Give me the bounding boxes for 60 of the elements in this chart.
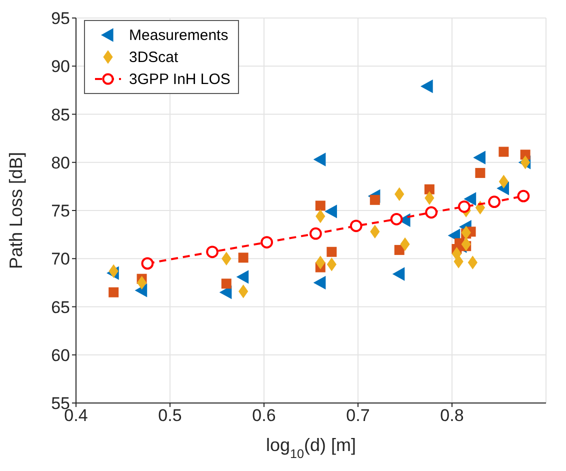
point	[424, 191, 434, 204]
y-tick-label: 70	[51, 250, 70, 269]
y-tick-label: 95	[51, 9, 70, 28]
point	[260, 236, 274, 248]
point	[458, 200, 470, 213]
point	[326, 258, 336, 271]
point	[315, 200, 326, 211]
legend-label: 3DScat	[129, 48, 178, 66]
point	[488, 196, 500, 208]
point	[392, 268, 405, 281]
point	[454, 255, 464, 268]
y-tick-label: 85	[51, 105, 70, 124]
point	[424, 184, 434, 194]
point	[314, 152, 326, 166]
point	[236, 270, 249, 284]
point	[468, 256, 478, 269]
point	[141, 257, 154, 270]
point	[394, 244, 404, 255]
y-tick-label: 60	[51, 346, 70, 365]
point	[135, 284, 148, 297]
point	[421, 80, 433, 93]
point	[325, 204, 337, 218]
x-tick-label: 0.5	[158, 406, 182, 426]
point	[108, 287, 119, 298]
point	[238, 252, 248, 263]
legend-label: Measurements	[129, 26, 228, 44]
point	[394, 188, 404, 201]
y-tick-label: 80	[51, 153, 70, 172]
point	[400, 238, 410, 251]
x-tick-label: 0.8	[440, 406, 464, 426]
point	[370, 225, 380, 238]
x-axis-title: log$_{10}$(d) [m]	[266, 435, 356, 461]
y-axis-title: Path Loss [dB]	[6, 152, 26, 270]
point	[206, 246, 218, 258]
x-tick-label: 0.7	[346, 406, 370, 426]
point	[425, 206, 438, 219]
y-tick-label: 90	[51, 57, 70, 76]
point	[316, 256, 326, 269]
legend-label: 3GPP InH LOS	[129, 70, 230, 88]
point	[474, 151, 486, 164]
point	[221, 278, 232, 289]
point	[461, 226, 471, 240]
point	[310, 227, 322, 240]
point	[222, 252, 232, 266]
y-tick-label: 75	[51, 202, 70, 221]
point	[464, 192, 476, 206]
point	[461, 238, 471, 251]
point	[475, 168, 486, 178]
point	[137, 276, 146, 290]
point	[499, 175, 508, 188]
point	[316, 210, 326, 223]
point	[498, 146, 509, 157]
point	[390, 212, 403, 226]
point	[517, 190, 530, 202]
point	[314, 276, 326, 290]
point	[350, 220, 362, 232]
y-tick-label: 65	[51, 298, 70, 317]
point	[238, 284, 248, 298]
point	[326, 246, 337, 257]
x-tick-label: 0.6	[252, 406, 276, 426]
